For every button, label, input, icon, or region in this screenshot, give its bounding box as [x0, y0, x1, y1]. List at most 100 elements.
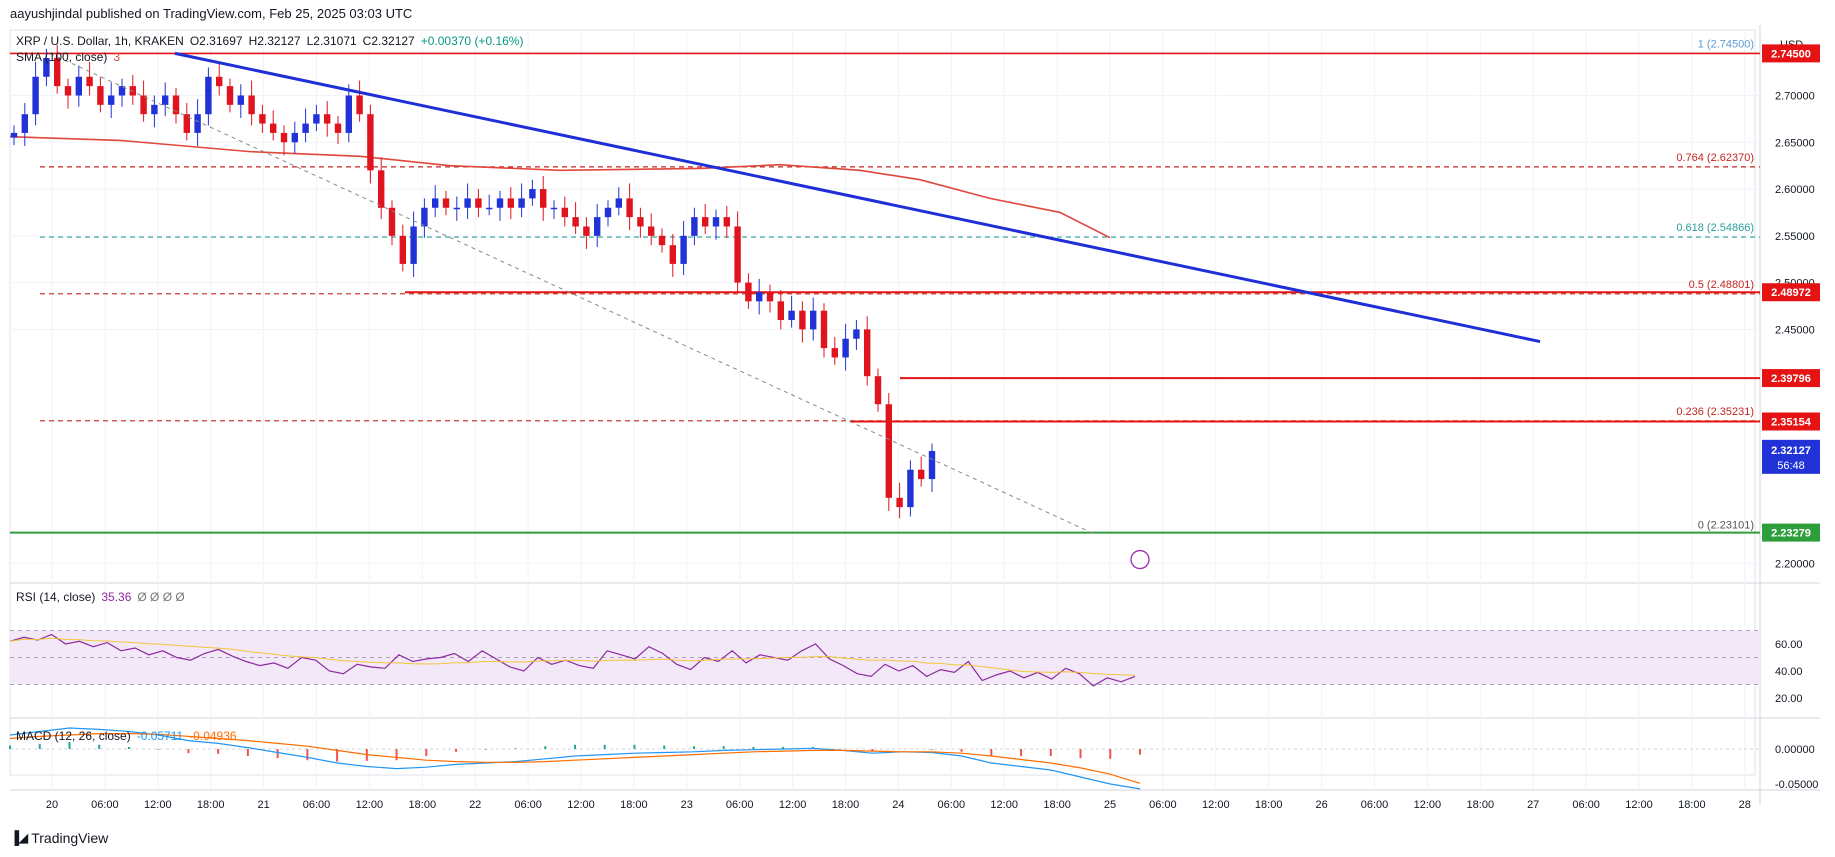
candle-body: [183, 114, 190, 133]
candle-body: [108, 95, 115, 105]
fib-label: 0.618 (2.54866): [1676, 222, 1754, 234]
candle-body: [75, 76, 82, 96]
time-label: 12:00: [356, 799, 384, 811]
candles: [10, 44, 936, 519]
candle-body: [226, 86, 234, 105]
time-label: 22: [469, 799, 481, 811]
time-label: 12:00: [1414, 799, 1442, 811]
candle-body: [302, 123, 309, 133]
candle-body: [475, 198, 482, 208]
sma-100-line: [9, 135, 1111, 239]
macd-pane: 0.00000 -0.05000: [9, 727, 1818, 791]
candle-body: [529, 189, 536, 199]
time-label: 18:00: [1043, 799, 1071, 811]
rsi-value: 35.36: [101, 590, 132, 604]
time-label: 24: [892, 799, 904, 811]
candle-body: [680, 235, 687, 264]
macd-label: MACD (12, 26, close): [16, 729, 131, 743]
candle-body: [550, 207, 558, 210]
candle-body: [745, 282, 752, 302]
plot-frame: [9, 29, 1756, 776]
candle-body: [604, 207, 612, 218]
candle-body: [345, 95, 352, 133]
low-value: L2.31071: [306, 34, 357, 48]
price-tick: 2.45000: [1775, 324, 1815, 336]
candle-body: [572, 217, 579, 227]
candle-body: [442, 198, 450, 208]
time-axis: 20 06:00 12:00 18:00 21 06:00 12:00 18:00 22 06:0…: [46, 799, 1751, 811]
candle-body: [334, 123, 342, 133]
candle-body: [313, 114, 320, 124]
candle-body: [248, 95, 255, 115]
macd-value: -0.05711: [136, 729, 184, 743]
price-tag-label: 2.74500: [1771, 48, 1811, 60]
symbol-title[interactable]: XRP / U.S. Dollar, 1h, KRAKEN: [16, 34, 184, 48]
candle-body: [421, 207, 428, 227]
time-label: 12:00: [990, 799, 1018, 811]
candle-body: [799, 310, 806, 330]
signal-value: -0.04936: [189, 729, 237, 743]
candle-body: [280, 132, 288, 143]
candle-body: [205, 76, 212, 115]
candle-body: [129, 86, 136, 96]
candle-body: [853, 329, 860, 339]
candle-body: [140, 95, 147, 115]
macd-legend[interactable]: MACD (12, 26, close) -0.05711 -0.04936: [16, 729, 237, 743]
time-label: 12:00: [144, 799, 172, 811]
tradingview-footer[interactable]: ▐◢ TradingView: [10, 830, 108, 846]
current-price-tag: [1762, 439, 1820, 474]
rsi-ma-line: [9, 637, 1136, 676]
time-label: 18:00: [1678, 799, 1706, 811]
price-tag: [1762, 412, 1820, 431]
fib-label: 0.5 (2.48801): [1689, 279, 1754, 291]
price-axis: USD2.700002.650002.600002.550002.500002.…: [1762, 39, 1820, 570]
candle-body: [21, 114, 28, 133]
rsi-legend[interactable]: RSI (14, close) 35.36 Ø Ø Ø Ø: [16, 590, 185, 604]
publisher-line: aayushjindal published on TradingView.co…: [10, 6, 413, 21]
change-value: +0.00370 (+0.16%): [420, 34, 524, 48]
high-value: H2.32127: [248, 34, 301, 48]
fib-label: 0.764 (2.62370): [1676, 152, 1754, 164]
time-label: 06:00: [514, 799, 542, 811]
candle-body: [162, 95, 169, 105]
candle-body: [216, 76, 223, 87]
candle-body: [194, 114, 201, 133]
candle-body: [259, 114, 266, 124]
rsi-extra: Ø Ø Ø Ø: [137, 590, 185, 604]
candle-body: [54, 58, 61, 87]
rsi-pane: 60.00 40.00 20.00: [9, 630, 1803, 705]
sma-legend[interactable]: SMA (100, close) 3: [16, 50, 120, 64]
time-label: 18:00: [197, 799, 225, 811]
horizontal-levels: [10, 52, 1760, 534]
candle-body: [237, 95, 244, 105]
candle-body: [788, 310, 795, 321]
trendlines: [49, 51, 1541, 570]
candle-body: [540, 189, 547, 208]
price-tag: [1762, 283, 1820, 302]
price-tag: [1762, 523, 1820, 542]
time-label: 28: [1739, 799, 1751, 811]
price-tick: 2.65000: [1775, 137, 1815, 149]
candle-body: [691, 217, 698, 236]
fib-label: 0 (2.23101): [1698, 519, 1754, 531]
price-tag-label: 2.23279: [1771, 528, 1811, 540]
candle-body: [626, 198, 633, 218]
candle-body: [885, 404, 892, 498]
time-label: 26: [1315, 799, 1327, 811]
candle-body: [518, 198, 525, 208]
candle-body: [907, 469, 914, 508]
time-label: 18:00: [620, 799, 648, 811]
open-value: O2.31697: [189, 34, 243, 48]
candle-body: [669, 245, 676, 264]
price-tag: [1762, 369, 1820, 388]
candle-body: [928, 451, 936, 480]
time-label: 18:00: [409, 799, 437, 811]
candle-body: [637, 217, 644, 227]
current-price-label: 2.32127: [1771, 445, 1811, 457]
candle-body: [561, 207, 568, 218]
price-tick: 2.55000: [1775, 231, 1815, 243]
price-tag-label: 2.35154: [1771, 417, 1812, 429]
candle-body: [453, 207, 460, 210]
time-label: 06:00: [91, 799, 119, 811]
